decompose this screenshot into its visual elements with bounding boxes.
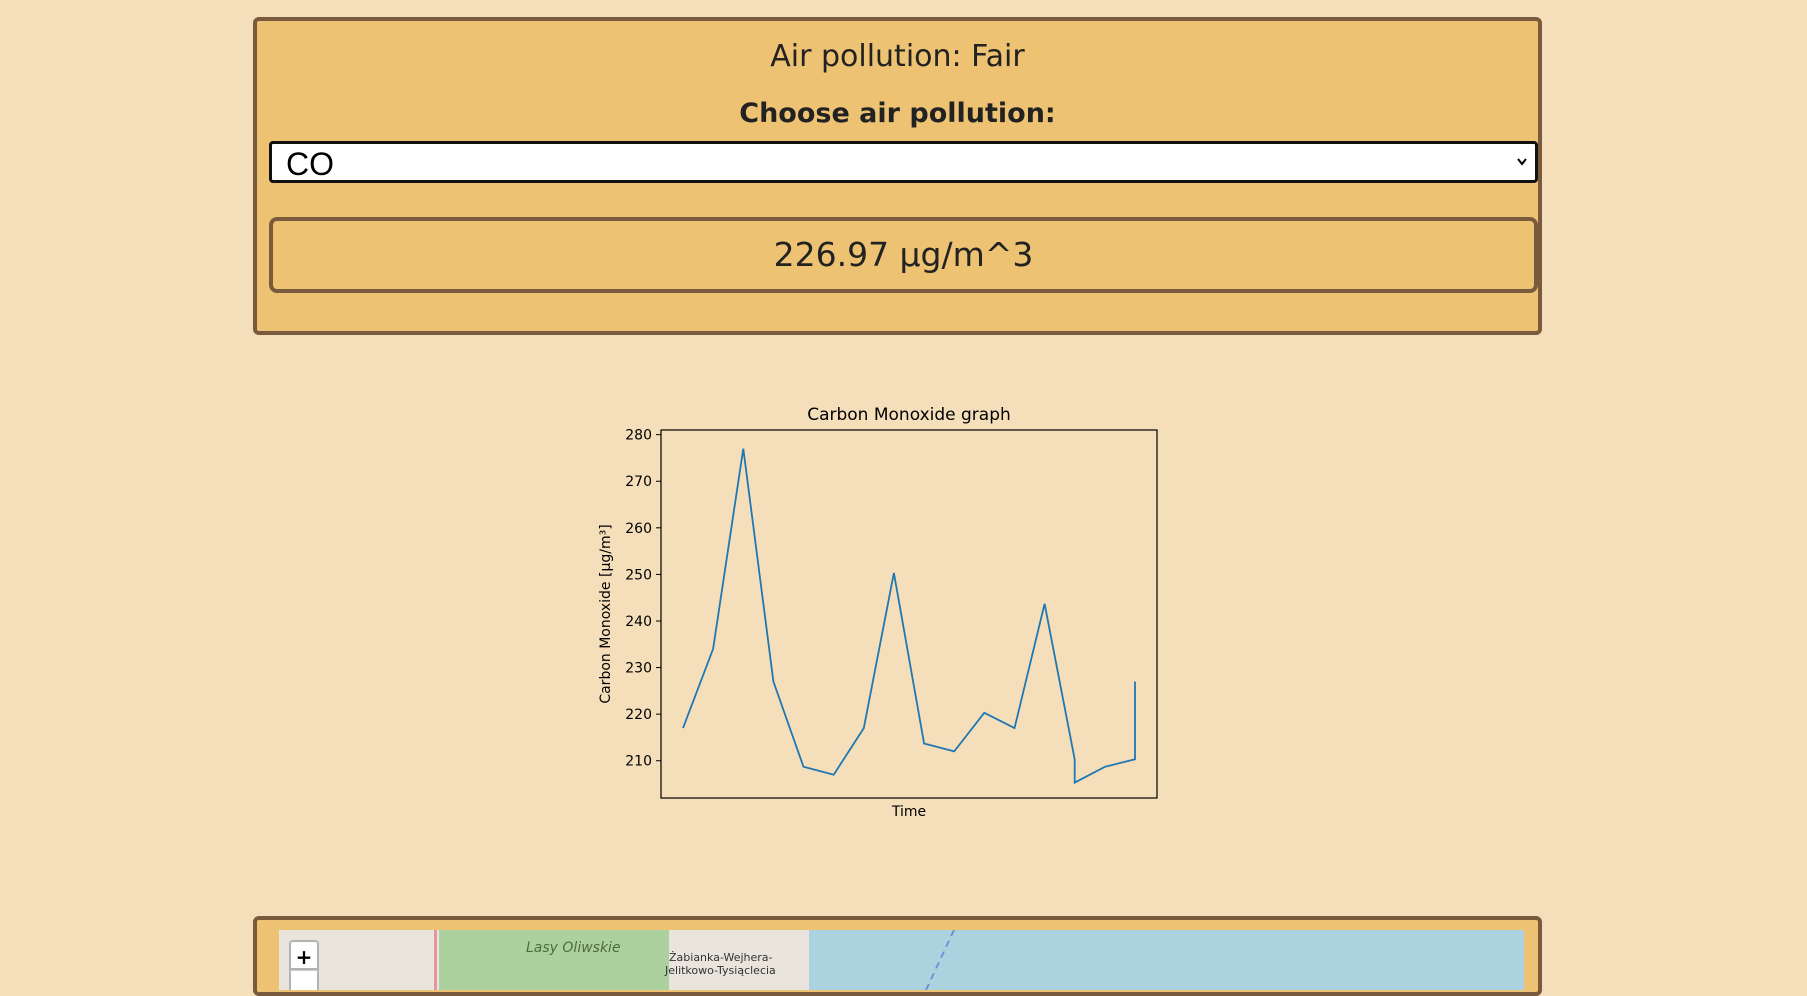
map-road [434, 930, 437, 990]
y-tick-label: 240 [625, 614, 652, 630]
measurement-value: 226.97 µg/m^3 [773, 235, 1034, 274]
carbon-monoxide-chart: Carbon Monoxide graph 210 220 230 240 250 260… [598, 405, 1158, 820]
y-tick-label: 220 [625, 707, 652, 723]
ferry-route [925, 930, 957, 990]
y-axis-label: Carbon Monoxide [µg/m³] [598, 524, 614, 703]
air-pollution-title: Air pollution: Fair [770, 39, 1025, 74]
map-label-district: Żabianka-Wejhera- [669, 951, 773, 964]
map-forest-area [439, 930, 669, 990]
y-tick-label: 230 [625, 661, 652, 677]
y-axis: 210 220 230 240 250 260 270 280 [625, 428, 661, 770]
pollution-select-value: CO [286, 146, 334, 182]
map-label-district: Jelitkowo-Tysiąclecia [665, 964, 776, 977]
pollution-select[interactable]: CO [269, 141, 1538, 183]
x-axis-label: Time [891, 804, 926, 820]
y-tick-label: 280 [625, 428, 652, 444]
series-line [682, 448, 1136, 785]
air-pollution-panel: Air pollution: Fair Choose air pollution… [253, 17, 1542, 335]
choose-pollution-label: Choose air pollution: [739, 98, 1056, 129]
y-tick-label: 260 [625, 521, 652, 537]
y-tick-label: 210 [625, 754, 652, 770]
y-tick-label: 270 [625, 474, 652, 490]
zoom-in-button[interactable]: + [289, 940, 319, 970]
chart-title: Carbon Monoxide graph [807, 405, 1011, 425]
zoom-out-button[interactable] [289, 970, 319, 990]
plot-area [660, 429, 1158, 799]
map-view[interactable]: Lasy Oliwskie Żabianka-Wejhera- Jelitkow… [279, 930, 1524, 990]
y-tick-label: 250 [625, 567, 652, 583]
chevron-down-icon [1517, 158, 1527, 166]
map-panel: Lasy Oliwskie Żabianka-Wejhera- Jelitkow… [253, 916, 1542, 996]
map-label-forest: Lasy Oliwskie [526, 940, 621, 956]
measurement-box: 226.97 µg/m^3 [269, 217, 1538, 293]
